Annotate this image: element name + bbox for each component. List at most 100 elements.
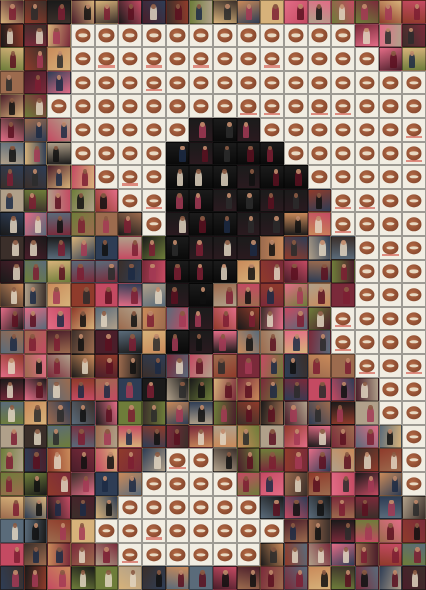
photo-tile — [236, 330, 261, 354]
photo-tile — [236, 118, 261, 142]
logo-tile — [165, 23, 190, 48]
photo-tile — [70, 283, 95, 307]
photo-tile — [94, 542, 119, 567]
photo-tile — [0, 495, 24, 520]
logo-emblem — [146, 524, 162, 538]
logo-emblem — [193, 524, 209, 538]
photo-tile — [236, 306, 261, 331]
logo-emblem — [122, 99, 138, 113]
photo-tile — [236, 377, 261, 402]
logo-tile — [118, 495, 142, 520]
logo-emblem — [193, 99, 209, 113]
logo-tile — [189, 519, 213, 543]
photo-tile — [307, 377, 332, 402]
photo-tile — [378, 542, 403, 567]
photo-tile — [165, 354, 190, 378]
photo-tile — [70, 306, 95, 331]
photo-tile — [260, 495, 284, 520]
logo-emblem — [122, 193, 138, 208]
logo-emblem — [359, 241, 375, 255]
photo-tile — [283, 165, 308, 189]
logo-emblem — [264, 28, 280, 43]
logo-tile — [118, 188, 142, 213]
photo-tile — [23, 141, 48, 166]
photo-tile — [307, 212, 332, 236]
logo-emblem — [406, 75, 422, 90]
photo-tile — [283, 448, 308, 472]
photo-tile — [189, 306, 213, 331]
photo-tile — [260, 448, 284, 472]
logo-emblem — [217, 75, 233, 90]
logo-emblem — [240, 52, 257, 66]
photo-tile — [189, 212, 213, 236]
photo-tile — [165, 306, 190, 331]
logo-emblem — [359, 123, 375, 137]
photo-tile — [47, 259, 71, 284]
photo-tile — [0, 519, 24, 543]
logo-emblem — [217, 524, 233, 538]
photo-tile — [94, 495, 119, 520]
photo-tile — [260, 259, 284, 284]
logo-tile — [354, 354, 379, 378]
logo-emblem — [122, 170, 138, 184]
photo-tile — [212, 259, 237, 284]
photo-tile — [47, 448, 71, 472]
logo-emblem — [288, 99, 304, 113]
logo-emblem — [264, 123, 280, 137]
photo-tile — [165, 401, 190, 425]
logo-emblem — [335, 123, 351, 137]
photo-tile — [212, 0, 237, 24]
logo-tile — [260, 118, 284, 142]
photo-tile — [189, 165, 213, 189]
logo-tile — [165, 472, 190, 496]
logo-emblem — [193, 453, 209, 467]
logo-emblem — [240, 547, 257, 562]
logo-tile — [331, 47, 355, 71]
photo-tile — [307, 495, 332, 520]
logo-emblem — [382, 75, 399, 90]
photo-tile — [307, 259, 332, 284]
logo-emblem — [169, 99, 186, 113]
logo-emblem — [311, 146, 328, 161]
photo-tile — [0, 566, 24, 590]
photo-tile — [70, 165, 95, 189]
photo-tile — [165, 0, 190, 24]
photo-tile — [94, 377, 119, 402]
logo-emblem — [217, 99, 233, 113]
photo-tile — [118, 236, 142, 260]
photo-tile — [165, 141, 190, 166]
photo-tile — [236, 472, 261, 496]
photo-tile — [165, 188, 190, 213]
logo-tile — [378, 330, 403, 354]
logo-emblem — [240, 28, 257, 43]
logo-tile — [402, 118, 426, 142]
photo-tile — [378, 519, 403, 543]
photo-tile — [165, 424, 190, 449]
photo-tile — [236, 424, 261, 449]
logo-emblem — [169, 453, 186, 467]
photo-tile — [283, 330, 308, 354]
photo-tile — [260, 424, 284, 449]
photo-tile — [141, 330, 166, 354]
logo-tile — [307, 118, 332, 142]
photo-tile — [260, 472, 284, 496]
photo-tile — [189, 118, 213, 142]
logo-tile — [354, 118, 379, 142]
logo-tile — [118, 141, 142, 166]
logo-emblem — [382, 241, 399, 255]
photo-tile — [47, 118, 71, 142]
logo-emblem — [146, 146, 162, 161]
photo-tile — [189, 354, 213, 378]
photo-tile — [331, 377, 355, 402]
photo-tile — [0, 165, 24, 189]
photo-tile — [94, 354, 119, 378]
logo-emblem — [98, 146, 115, 161]
logo-tile — [118, 94, 142, 118]
photo-tile — [0, 70, 24, 95]
logo-tile — [378, 283, 403, 307]
photo-tile — [283, 188, 308, 213]
logo-tile — [331, 94, 355, 118]
photo-tile — [307, 306, 332, 331]
logo-emblem — [382, 382, 399, 397]
logo-emblem — [146, 75, 162, 90]
